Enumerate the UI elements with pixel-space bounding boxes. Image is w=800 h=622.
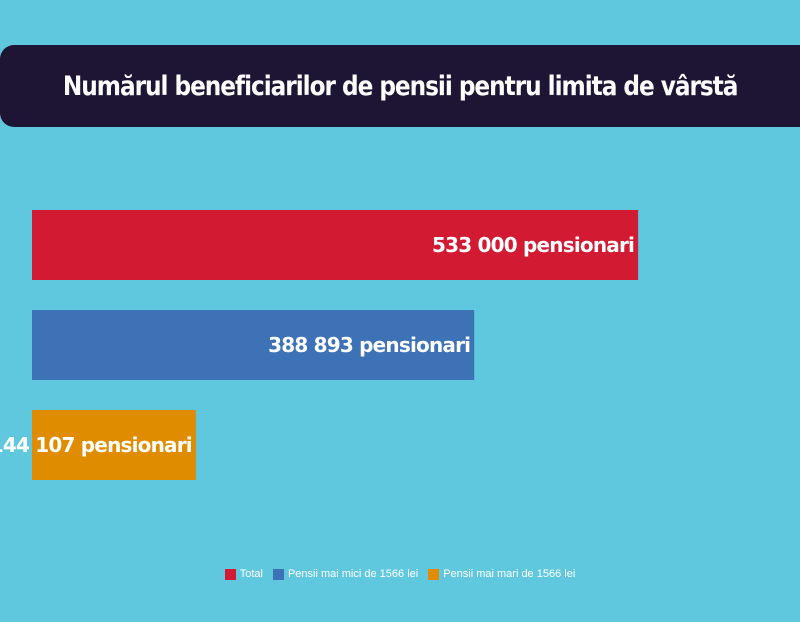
legend-swatch-total (225, 569, 236, 580)
legend-item-total[interactable]: Total (225, 568, 263, 580)
bar-value-label-3: 144 107 pensionari (0, 433, 192, 457)
legend-item-mai-mari[interactable]: Pensii mai mari de 1566 lei (428, 568, 575, 580)
legend-label-mai-mari: Pensii mai mari de 1566 lei (443, 568, 575, 580)
legend-swatch-mai-mici (273, 569, 284, 580)
legend-label-total: Total (240, 568, 263, 580)
legend-label-mai-mici: Pensii mai mici de 1566 lei (288, 568, 418, 580)
bar-chart: 533 000 pensionari 388 893 pensionari 144 … (0, 0, 800, 622)
legend: Total Pensii mai mici de 1566 lei Pensii… (0, 568, 800, 580)
legend-item-mai-mici[interactable]: Pensii mai mici de 1566 lei (273, 568, 418, 580)
legend-swatch-mai-mari (428, 569, 439, 580)
bar-value-label-2: 388 893 pensionari (268, 333, 470, 357)
bar-value-label-1: 533 000 pensionari (432, 233, 634, 257)
